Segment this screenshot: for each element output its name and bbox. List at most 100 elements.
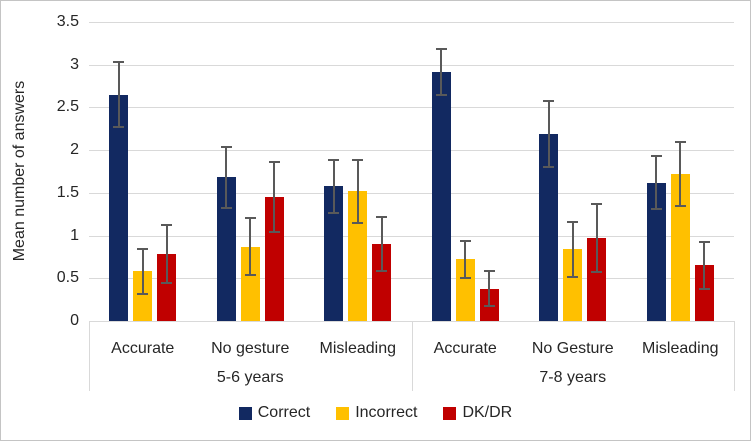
error-bar-cap: [137, 248, 149, 251]
x-category-label-4: No Gesture: [531, 340, 614, 357]
error-bar: [547, 100, 550, 168]
error-bar-cap: [328, 211, 340, 214]
error-bar-cap: [161, 224, 173, 227]
error-bar-cap: [567, 220, 579, 223]
error-bar-cap: [244, 273, 256, 276]
error-bar: [488, 270, 491, 307]
legend-item-correct: Correct: [238, 404, 311, 422]
y-tick-label: 3.5: [56, 13, 79, 30]
bar-correct-4: [539, 133, 559, 321]
gridline: [89, 235, 734, 237]
legend-label: Correct: [257, 404, 311, 421]
error-bar-cap: [244, 217, 256, 220]
legend-label: DK/DR: [462, 404, 513, 421]
legend-item-dk-dr: DK/DR: [443, 404, 512, 422]
error-bar: [679, 142, 682, 206]
bar-correct-0: [109, 94, 129, 321]
y-tick-label: 2.5: [56, 98, 79, 116]
legend-swatch-icon: [336, 406, 350, 420]
error-bar-cap: [376, 270, 388, 273]
error-bar: [464, 240, 467, 279]
x-category-label-2: Misleading: [319, 340, 396, 357]
error-bar-cap: [435, 94, 447, 97]
error-bar: [571, 221, 574, 277]
error-bar-cap: [268, 231, 280, 234]
legend: Correct Incorrect DK/DR: [1, 404, 750, 422]
error-bar: [249, 218, 252, 275]
gridline: [89, 107, 734, 109]
error-bar: [273, 162, 276, 233]
error-bar-cap: [459, 277, 471, 280]
bar-correct-2: [324, 186, 344, 321]
error-bar-cap: [352, 158, 364, 161]
error-bar-cap: [483, 269, 495, 272]
error-bar-cap: [161, 282, 173, 285]
error-bar: [117, 62, 120, 128]
legend-item-incorrect: Incorrect: [336, 404, 417, 422]
error-bar-cap: [698, 288, 710, 291]
error-bar-cap: [459, 239, 471, 242]
error-bar-cap: [268, 161, 280, 164]
bar-incorrect-1: [240, 246, 260, 321]
bar-correct-3: [431, 72, 451, 321]
gridline: [89, 150, 734, 152]
error-bar-cap: [483, 305, 495, 308]
gridline: [89, 22, 734, 23]
legend-swatch-icon: [238, 406, 252, 420]
bar-dk-dr-2: [372, 244, 392, 321]
y-tick-label: 1.5: [56, 183, 79, 201]
error-bar-cap: [352, 221, 364, 224]
error-bar-cap: [543, 99, 555, 102]
x-category-label-0: Accurate: [111, 340, 175, 357]
axis-divider: [411, 321, 413, 391]
gridline: [89, 192, 734, 194]
error-bar-cap: [113, 126, 125, 129]
bar-dk-dr-1: [264, 197, 284, 321]
error-bar: [703, 241, 706, 290]
legend-swatch-icon: [443, 406, 457, 420]
axis-divider: [734, 321, 735, 391]
error-bar-cap: [567, 275, 579, 278]
error-bar-cap: [674, 141, 686, 144]
x-category-label-5: Misleading: [642, 340, 719, 357]
error-bar: [332, 159, 335, 213]
y-tick-label: 2: [70, 141, 79, 159]
y-tick-label: 1: [70, 226, 79, 244]
y-tick-label: 0.5: [56, 269, 79, 287]
error-bar: [356, 159, 359, 223]
error-bar-cap: [137, 292, 149, 295]
error-bar: [165, 225, 168, 284]
legend-label: Incorrect: [355, 404, 418, 421]
error-bar: [380, 216, 383, 272]
error-bar-cap: [113, 61, 125, 64]
axis-divider: [89, 321, 90, 391]
y-tick-label: 0: [70, 312, 79, 329]
error-bar: [141, 249, 144, 294]
bar-incorrect-0: [133, 271, 153, 321]
bar-incorrect-4: [563, 249, 583, 321]
error-bar-cap: [543, 166, 555, 169]
bar-dk-dr-4: [587, 238, 607, 321]
bar-incorrect-5: [670, 174, 690, 321]
bar-incorrect-3: [455, 259, 475, 321]
y-tick-label: 3: [70, 55, 79, 73]
error-bar-cap: [435, 48, 447, 51]
error-bar-cap: [650, 208, 662, 211]
error-bar-cap: [591, 202, 603, 205]
error-bar-cap: [650, 155, 662, 158]
error-bar-cap: [376, 215, 388, 218]
bar-dk-dr-5: [694, 265, 714, 321]
error-bar-cap: [220, 207, 232, 210]
error-bar: [595, 203, 598, 273]
error-bar: [655, 156, 658, 210]
bar-correct-5: [646, 182, 666, 321]
error-bar-cap: [328, 158, 340, 161]
bar-correct-1: [216, 177, 236, 321]
error-bar-cap: [674, 204, 686, 207]
error-bar: [440, 49, 443, 96]
x-group-label-1: 7-8 years: [539, 369, 607, 386]
error-bar-cap: [591, 271, 603, 274]
x-category-label-3: Accurate: [433, 340, 497, 357]
error-bar: [225, 146, 228, 209]
